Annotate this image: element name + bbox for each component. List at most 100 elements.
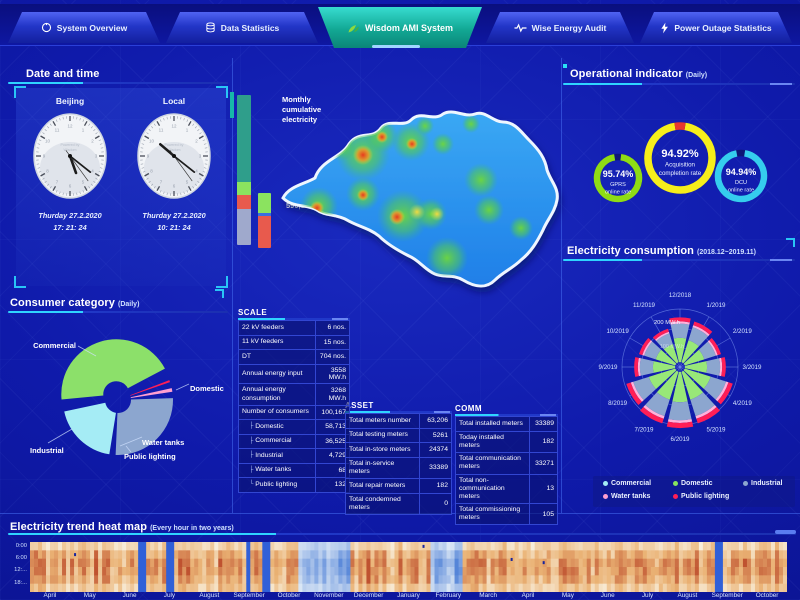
rose-wedge-segment	[626, 382, 642, 406]
table-row: ├ Water tanks 68	[238, 462, 350, 479]
monthly-cumulative-bar	[237, 95, 251, 245]
asset-table: Total meters number 63,206 Total testing m…	[345, 413, 452, 515]
heatmap-month-label: January	[397, 592, 420, 599]
svg-text:6: 6	[69, 184, 72, 189]
rose-wedge-segment	[683, 368, 711, 389]
legend-label: Industrial	[751, 480, 783, 487]
heatmap-month-label: September	[711, 592, 743, 599]
heatmap-month-label: September	[233, 592, 265, 599]
rose-wedge-segment	[652, 361, 676, 373]
rose-radial-label: 100 MW.h	[660, 344, 684, 350]
tab-label: Wise Energy Audit	[531, 22, 607, 33]
svg-text:12: 12	[67, 124, 73, 129]
tab-label: Wisdom AMI System	[364, 22, 454, 33]
rose-wedge-segment	[684, 361, 708, 373]
legend-dot	[673, 494, 678, 499]
pie-leader-line	[119, 436, 143, 447]
row-label: Total in-store meters	[349, 445, 411, 453]
clock-date: Thurday 27.2.2020	[142, 211, 206, 220]
table-row: Total in-store meters 24374	[345, 442, 452, 458]
pie-slice-industrial	[115, 398, 174, 456]
heatmap-scrollbar-handle[interactable]	[775, 530, 796, 534]
tab-system-overview[interactable]: System Overview	[8, 12, 160, 43]
corner-dot	[563, 64, 567, 68]
heatmap-month-label: October	[755, 592, 779, 599]
tab-wise-energy-audit[interactable]: Wise Energy Audit	[486, 12, 634, 43]
map-heat-spots	[300, 115, 533, 279]
table-row: └ Public lighting 132	[238, 477, 350, 493]
table-row: ├ Industrial 4,729	[238, 448, 350, 464]
corner-bracket-icon	[216, 276, 228, 288]
pie-label-water-tanks: Water tanks	[142, 438, 185, 447]
rose-svg: 12/2018 1/2019 2/2019 3/2019 4/2019 5/2019 6/2…	[599, 292, 762, 443]
rose-wedge-segment	[655, 349, 677, 366]
rose-wedge-segment	[640, 407, 664, 424]
monthly-bar-label: Monthly cumulative electricity	[282, 95, 322, 124]
heatmap-hour-label: 6:00	[15, 555, 27, 562]
operational-gauges: 95.74% GPRS online rate 94.92% Acquisition co…	[563, 88, 797, 230]
panel-subtitle: (Daily)	[685, 72, 708, 79]
svg-text:5: 5	[186, 180, 189, 185]
table-row: Total condemned meters 0	[345, 492, 452, 515]
pie-svg	[47, 339, 190, 456]
heatmap-month-label: April	[521, 592, 535, 599]
row-label: Total repair meters	[349, 481, 406, 489]
corner-bracket-icon	[14, 276, 26, 288]
row-value: 0	[419, 493, 451, 514]
rose-wedge-segment	[709, 337, 722, 356]
consumption-rose-chart: 12/2018 1/2019 2/2019 3/2019 4/2019 5/2019 6/2…	[575, 262, 787, 474]
tree-branch-icon: ├	[249, 423, 254, 430]
row-value: 182	[419, 479, 451, 493]
svg-text:10: 10	[45, 139, 51, 144]
tab-wisdom-ami-system[interactable]: Wisdom AMI System	[318, 7, 482, 48]
row-label: Total testing meters	[349, 431, 408, 439]
title-underline	[8, 82, 228, 84]
rose-wedge-segment	[667, 418, 693, 424]
rose-month-label: 8/2019	[608, 400, 627, 407]
rose-wedge-segment	[666, 421, 694, 429]
tab-data-statistics[interactable]: Data Statistics	[166, 12, 318, 43]
gauges-svg: 95.74% GPRS online rate 94.92% Acquisitionco…	[593, 122, 768, 203]
row-label: Total meters number	[349, 416, 411, 424]
region-map	[281, 110, 559, 288]
rose-wedge-segment	[643, 405, 665, 419]
table-row: DT 704 nos.	[238, 349, 350, 365]
bar-segment	[258, 212, 271, 216]
svg-text:GPRS: GPRS	[610, 182, 626, 188]
rose-wedge-segment	[672, 371, 688, 403]
legend-item-water-tanks[interactable]: Water tanks	[603, 493, 650, 500]
panel-title: Electricity consumption	[567, 245, 694, 257]
comm-table-title: COMM	[455, 404, 482, 413]
panel-title: Date and time	[26, 68, 100, 80]
legend-item-domestic[interactable]: Domestic	[673, 480, 713, 487]
rose-wedge-segment	[634, 357, 639, 377]
svg-text:DCU: DCU	[735, 180, 747, 186]
table-row: ├ Domestic 58,713	[238, 419, 350, 435]
row-label: Total in-service meters	[349, 459, 395, 475]
bar-segment	[237, 181, 251, 196]
rose-month-label: 11/2019	[633, 302, 655, 309]
asset-table-title: ASSET	[345, 401, 374, 410]
tab-power-outage-statistics[interactable]: Power Outage Statistics	[640, 12, 792, 43]
legend-item-industrial[interactable]: Industrial	[743, 480, 783, 487]
heatmap-hour-label: 0:00	[15, 543, 27, 549]
row-value: 33389	[529, 417, 557, 431]
clock-time: 10: 21: 24	[157, 223, 191, 232]
pie-leader-line	[175, 383, 190, 391]
table-row: 22 kV feeders 6 nos.	[238, 320, 350, 336]
pie-slice-water-tanks	[130, 388, 173, 399]
row-label: DT	[242, 352, 252, 360]
row-label: Total non-communication meters	[459, 476, 505, 500]
row-value: 105	[529, 504, 557, 525]
legend-item-commercial[interactable]: Commercial	[603, 480, 651, 487]
rose-wedge-segment	[630, 381, 644, 402]
comm-table: Total installed meters 33389 Today install…	[455, 416, 558, 526]
legend-dot	[603, 494, 608, 499]
consumption-legend: Commercial Domestic Industrial Water tanks P…	[593, 476, 795, 507]
svg-text:Wisdom: Wisdom	[64, 148, 77, 152]
rose-month-label: 10/2019	[606, 328, 629, 335]
gauge-value: 94.94%	[726, 167, 757, 177]
legend-label: Water tanks	[611, 493, 651, 500]
legend-item-public-lighting[interactable]: Public lighting	[673, 493, 729, 500]
